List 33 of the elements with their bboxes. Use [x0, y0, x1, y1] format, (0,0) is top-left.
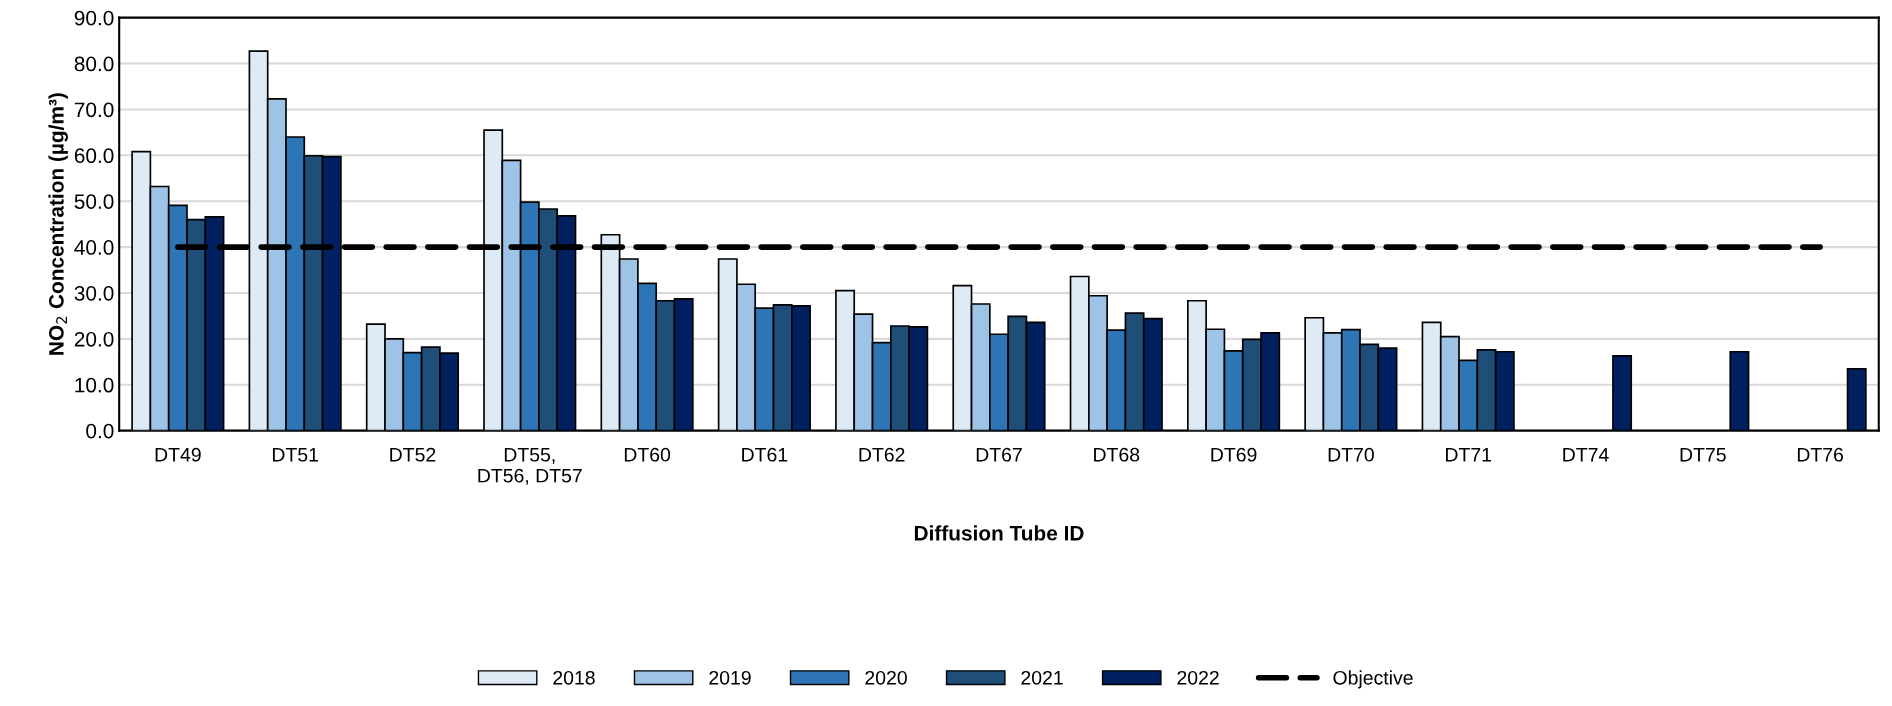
- x-tick-label: DT55, DT56, DT57: [478, 448, 582, 485]
- x-tick-label: DT75: [1680, 448, 1726, 462]
- y-tick-label: 70.0: [74, 102, 114, 118]
- x-tick-label: DT76: [1797, 447, 1844, 462]
- y-tick-label: 10.0: [75, 377, 114, 393]
- x-tick-label: DT69: [1211, 447, 1257, 462]
- x-tick-label: DT67: [976, 447, 1022, 462]
- y-tick-label: 20.0: [74, 331, 114, 347]
- x-tick-label: DT60: [624, 447, 671, 462]
- legend-label: 2019: [709, 670, 751, 685]
- y-tick-label: 80.0: [74, 56, 114, 72]
- x-tick-label: DT71: [1446, 448, 1492, 462]
- x-tick-label: DT68: [1094, 447, 1140, 462]
- legend-label: 2018: [553, 670, 595, 685]
- x-tick-label: DT61: [742, 447, 788, 462]
- legend-label: 2021: [1021, 670, 1063, 685]
- y-tick-label: 90.0: [74, 10, 114, 26]
- x-tick-label: DT52: [390, 447, 436, 462]
- y-tick-label: 40.0: [74, 240, 114, 255]
- x-tick-label: DT49: [155, 447, 201, 462]
- y-axis-title: NO$_{2}$ Concentration (µg/m³): [48, 93, 68, 355]
- x-tick-label: DT62: [859, 447, 905, 462]
- y-tick-label: 0.0: [86, 423, 114, 439]
- x-axis-title: Diffusion Tube ID: [914, 525, 1084, 541]
- y-tick-label: 60.0: [74, 148, 114, 164]
- x-tick-label: DT74: [1563, 448, 1609, 462]
- legend-label: 2022: [1177, 670, 1219, 685]
- x-tick-label: DT51: [272, 448, 318, 462]
- y-tick-label: 50.0: [74, 194, 114, 209]
- x-tick-label: DT70: [1328, 447, 1374, 462]
- legend-label: 2020: [865, 670, 907, 685]
- legend-label: Objective: [1333, 670, 1413, 689]
- y-tick-label: 30.0: [74, 285, 114, 301]
